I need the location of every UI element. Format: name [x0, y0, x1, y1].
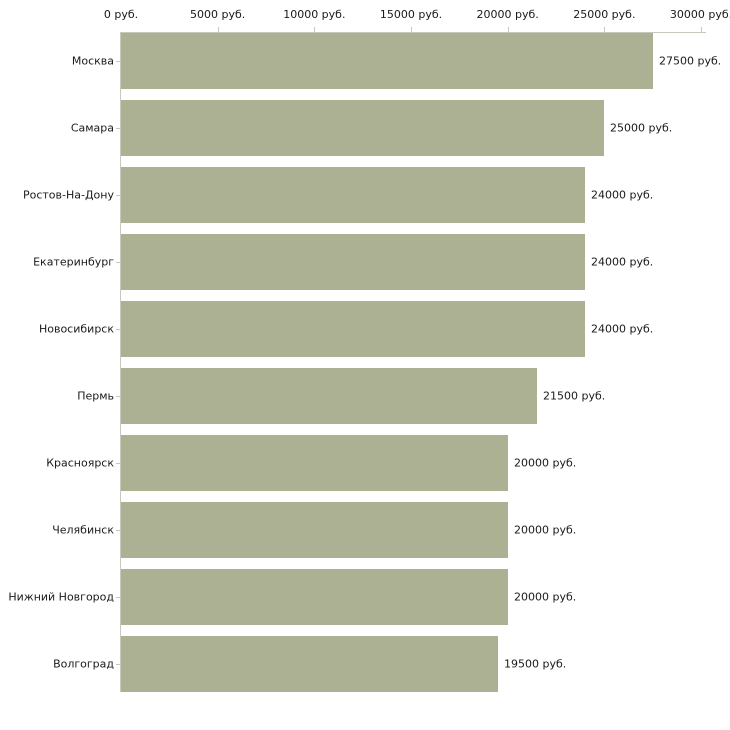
x-axis-tick-label: 0 руб.: [103, 8, 139, 21]
y-axis-tick-mark: [116, 597, 120, 598]
y-axis-category-label: Москва: [71, 54, 114, 68]
y-axis-tick-mark: [116, 195, 120, 196]
bar[interactable]: [121, 301, 585, 357]
x-axis-tick-mark: [507, 27, 509, 32]
y-axis-line: [120, 32, 121, 692]
y-axis-tick-mark: [116, 530, 120, 531]
x-axis-tick-mark: [217, 27, 219, 32]
x-axis-tick-mark: [701, 27, 702, 32]
x-axis-tick-label: 25000 руб.: [573, 8, 636, 21]
x-axis-tick-label-group: 0 руб. 5000 руб. 10000 руб. 15000 руб. 20000…: [0, 0, 730, 26]
y-axis-tick-mark: [116, 396, 120, 397]
y-axis-category-label: Нижний Новгород: [8, 590, 114, 604]
bar[interactable]: [121, 368, 537, 424]
bar-value-label: 20000 руб.: [514, 523, 577, 537]
x-axis-tick-mark: [604, 27, 606, 32]
y-axis-category-label: Пермь: [77, 389, 114, 403]
x-axis-line: [121, 32, 706, 33]
y-axis-category-label: Челябинск: [52, 523, 114, 537]
bar[interactable]: [121, 502, 508, 558]
bar[interactable]: [121, 569, 508, 625]
y-axis-category-label: Красноярск: [46, 456, 114, 470]
y-axis-category-label: Ростов-На-Дону: [22, 188, 114, 202]
y-axis-tick-mark: [116, 329, 120, 330]
x-axis-tick-label: 15000 руб.: [379, 8, 443, 21]
bar-value-label: 24000 руб.: [591, 255, 654, 269]
y-axis-tick-mark: [116, 128, 120, 129]
x-axis-tick-mark: [314, 27, 316, 32]
bar-value-label: 19500 руб.: [504, 657, 567, 671]
x-axis-tick-label: 30000 руб.: [669, 8, 730, 21]
y-axis-tick-mark: [116, 61, 120, 62]
x-axis-tick-label: 5000 руб.: [190, 8, 246, 21]
x-axis-tick-label: 20000 руб.: [476, 8, 539, 21]
y-axis-tick-mark: [116, 262, 120, 263]
y-axis-category-label: Новосибирск: [38, 322, 114, 336]
y-axis-category-label: Екатеринбург: [33, 255, 114, 269]
y-axis-category-label: Самара: [70, 121, 114, 135]
bar-value-label: 24000 руб.: [591, 322, 654, 336]
bar[interactable]: [121, 636, 498, 692]
bar[interactable]: [121, 234, 585, 290]
bar-value-label: 20000 руб.: [514, 590, 577, 604]
bar[interactable]: [121, 33, 653, 89]
y-axis-tick-mark: [116, 664, 120, 665]
bar-value-label: 24000 руб.: [591, 188, 654, 202]
bar-value-label: 21500 руб.: [543, 389, 606, 403]
y-axis-category-label: Волгоград: [53, 657, 114, 671]
bar-value-label: 27500 руб.: [659, 54, 722, 68]
y-axis-tick-mark: [116, 463, 120, 464]
x-axis-tick-mark: [411, 27, 412, 32]
bar[interactable]: [121, 100, 604, 156]
bar[interactable]: [121, 435, 508, 491]
bar-value-label: 20000 руб.: [514, 456, 577, 470]
bar-value-label: 25000 руб.: [610, 121, 673, 135]
bar[interactable]: [121, 167, 585, 223]
x-axis-tick-label: 10000 руб.: [283, 8, 346, 21]
